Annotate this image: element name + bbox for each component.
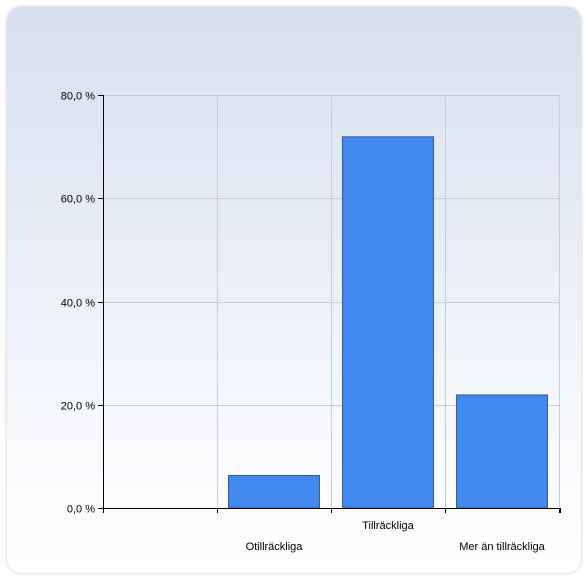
y-tick-label: 40,0 % [61,298,95,310]
axes [98,95,561,513]
y-tick-label: 0,0 % [67,504,95,516]
x-axis-ticks: Otillräckliga Tillräckliga Mer än tillräck… [246,520,546,553]
x-category-label: Tillräckliga [362,520,414,532]
bar [456,394,548,509]
bar [228,474,320,509]
x-category-label: Mer än tillräckliga [459,541,545,553]
bars [228,136,548,509]
grid-lines [103,95,560,508]
y-tick-label: 80,0 % [61,91,95,103]
y-tick-label: 20,0 % [61,401,95,413]
y-tick-label: 60,0 % [61,194,95,206]
x-category-label: Otillräckliga [246,541,304,553]
bar [342,136,434,509]
y-axis-ticks: 0,0 % 20,0 % 40,0 % 60,0 % 80,0 % [61,91,95,516]
